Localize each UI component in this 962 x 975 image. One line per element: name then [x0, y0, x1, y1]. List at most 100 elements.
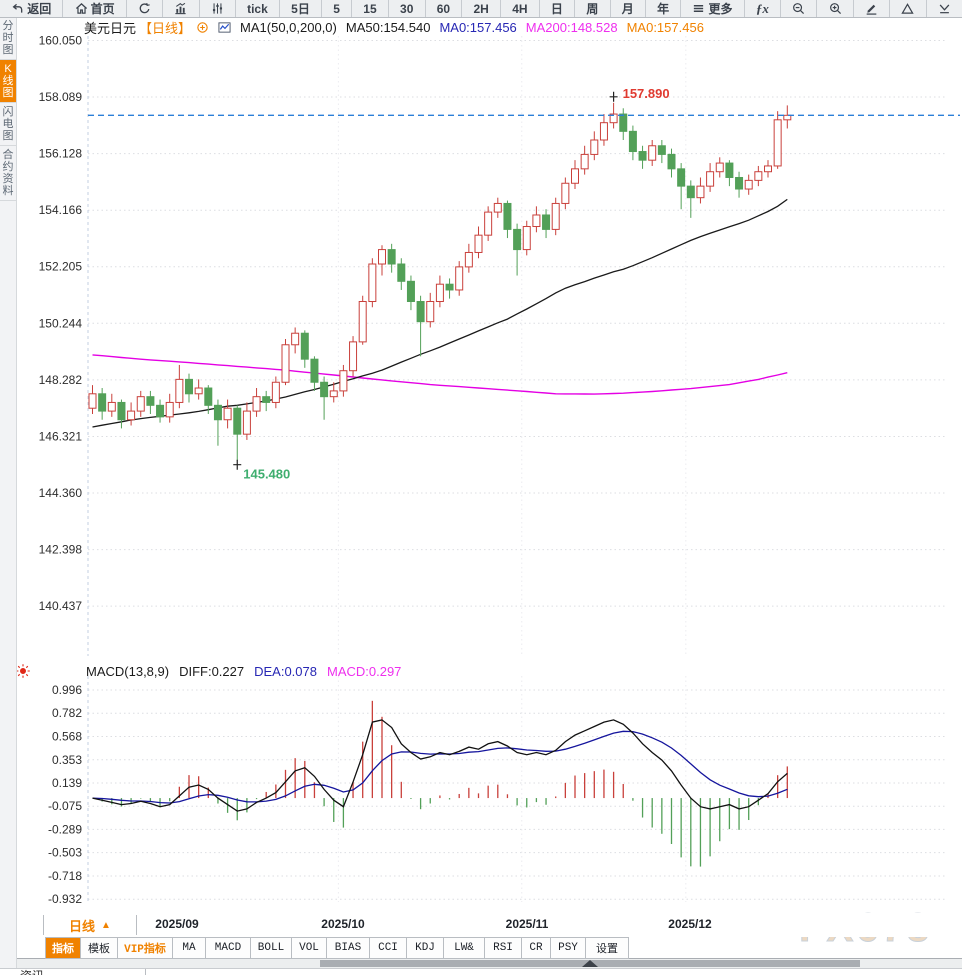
- indicator-button-LW&[interactable]: LW&: [444, 938, 485, 958]
- price-chart-header: 美元日元 【日线】 MA1(50,0,200,0) MA50:154.540 M…: [84, 19, 704, 36]
- indicator-button-PSY[interactable]: PSY: [551, 938, 586, 958]
- toolbar-tf-60-label: 60: [436, 1, 451, 16]
- indicator-button-VOL[interactable]: VOL: [292, 938, 327, 958]
- macd-gridlines: [87, 676, 946, 902]
- macd-value: MACD:0.297: [326, 664, 402, 679]
- tab-news[interactable]: 资讯: [0, 969, 146, 975]
- toolbar-tf-4h-button[interactable]: 4H: [501, 0, 540, 17]
- sidebar-item-char: 图: [2, 87, 14, 99]
- toolbar-tf-60-button[interactable]: 60: [426, 0, 463, 17]
- toolbar-formula-button[interactable]: ƒx: [745, 0, 782, 17]
- toolbar-tf-4h-label: 4H: [512, 1, 528, 16]
- macd-title: MACD(13,8,9): [86, 664, 170, 679]
- add-indicator-icon[interactable]: [196, 21, 209, 34]
- chart-scrollbar-thumb[interactable]: [320, 960, 860, 967]
- toolbar-tf-15-label: 15: [363, 1, 377, 16]
- sidebar-item-char: 资: [2, 173, 14, 185]
- indicator-marker-icon[interactable]: [15, 663, 31, 679]
- toolbar-tf-week-button[interactable]: 周: [575, 0, 611, 17]
- indicator-button-设置[interactable]: 设置: [586, 938, 629, 958]
- toolbar-tf-day-button[interactable]: 日: [540, 0, 576, 17]
- toolbar-tf-30-button[interactable]: 30: [389, 0, 426, 17]
- price-axis-labels: 160.050 158.089 156.128 154.166 152.205 150.2…: [39, 34, 83, 614]
- ma200-line: [92, 354, 788, 395]
- sliders-icon: [211, 2, 224, 15]
- sidebar-item-char: 分: [2, 20, 14, 32]
- toolbar-tf-tick-button[interactable]: tick: [236, 0, 280, 17]
- toolbar-tf-year-label: 年: [657, 2, 670, 16]
- macd-dea-value: DEA:0.078: [254, 664, 317, 679]
- toolbar-draw-button[interactable]: [854, 0, 891, 17]
- toolbar-shape-triangle-button[interactable]: [890, 0, 927, 17]
- mini-chart-icon[interactable]: [218, 21, 231, 34]
- x-axis-label: 2025/12: [668, 917, 712, 931]
- sidebar-item-char: 图: [2, 130, 14, 142]
- sidebar-item-time-share-chart[interactable]: 分时图: [0, 17, 16, 60]
- svg-text:-0.503: -0.503: [48, 846, 82, 860]
- sidebar-item-lightning-chart[interactable]: 闪电图: [0, 103, 16, 146]
- x-axis-label: 2025/11: [505, 917, 549, 931]
- barchart-icon: [174, 2, 187, 15]
- x-axis-label: 2025/10: [321, 917, 365, 931]
- toolbar-formula-label: ƒx: [755, 0, 769, 16]
- home-icon: [75, 2, 88, 15]
- toolbar-refresh-button[interactable]: [127, 0, 164, 17]
- indicator-button-MACD[interactable]: MACD: [206, 938, 251, 958]
- toolbar-tf-15-button[interactable]: 15: [352, 0, 389, 17]
- macd-axis-labels: 0.996 0.782 0.568 0.353 0.139 -0.075 -0.289 -0.…: [48, 683, 82, 906]
- top-toolbar: 返回 首页 tick 5日 5 15 30 60 2H 4H 日 周 月 年 更多 ƒx: [0, 0, 962, 18]
- indicator-button-RSI[interactable]: RSI: [485, 938, 522, 958]
- svg-text:157.890: 157.890: [623, 86, 670, 101]
- candles-group: [88, 102, 792, 461]
- indicator-button-MA[interactable]: MA: [173, 938, 206, 958]
- toolbar-tf-month-button[interactable]: 月: [611, 0, 646, 17]
- toolbar-zoom-out-button[interactable]: [781, 0, 818, 17]
- svg-text:-0.718: -0.718: [48, 869, 82, 883]
- chart-scrollbar-track[interactable]: [16, 958, 962, 968]
- svg-text:0.996: 0.996: [52, 683, 82, 697]
- price-chart[interactable]: 160.050 158.089 156.128 154.166 152.205 150.2…: [16, 30, 962, 662]
- period-selector-button[interactable]: 日线 ▲: [43, 915, 137, 935]
- indicator-button-VIP指标[interactable]: VIP指标: [118, 938, 173, 958]
- toolbar-tf-5-button[interactable]: 5: [322, 0, 353, 17]
- toolbar-tf-year-button[interactable]: 年: [646, 0, 682, 17]
- indicator-toolbar: 指标 模板 VIP指标 MA MACD BOLL VOL BIAS CCI KDJ LW& RSI CR…: [45, 937, 629, 959]
- ma0-blue-value: MA0:157.456: [439, 19, 517, 35]
- sidebar-item-char: 图: [2, 44, 14, 56]
- toolbar-tf-5-label: 5: [333, 1, 340, 16]
- toolbar-home-button[interactable]: 首页: [63, 0, 127, 17]
- toolbar-tf-2h-button[interactable]: 2H: [462, 0, 502, 17]
- indicator-button-KDJ[interactable]: KDJ: [407, 938, 444, 958]
- indicator-button-BIAS[interactable]: BIAS: [327, 938, 370, 958]
- toolbar-zoom-in-button[interactable]: [817, 0, 854, 17]
- toolbar-collapse-button[interactable]: [927, 0, 962, 17]
- sidebar-item-contract-info[interactable]: 合约资料: [0, 146, 16, 201]
- dea-line: [92, 730, 788, 804]
- ma0-orange-value: MA0:157.456: [626, 19, 704, 35]
- toolbar-more-button[interactable]: 更多: [681, 0, 745, 17]
- toolbar-chart-stats-button[interactable]: [163, 0, 200, 17]
- indicator-button-指标[interactable]: 指标: [45, 938, 81, 958]
- ma50-value: MA50:154.540: [345, 19, 431, 35]
- indicator-button-模板[interactable]: 模板: [81, 938, 118, 958]
- diff-line: [92, 719, 788, 812]
- toolbar-back-label: 返回: [27, 2, 52, 16]
- price-gridlines: [87, 36, 946, 656]
- symbol-name: 美元日元: [84, 20, 137, 36]
- toolbar-back-button[interactable]: 返回: [0, 0, 64, 17]
- indicator-button-BOLL[interactable]: BOLL: [251, 938, 292, 958]
- toolbar-tf-5d-button[interactable]: 5日: [280, 0, 323, 17]
- indicator-button-CCI[interactable]: CCI: [370, 938, 407, 958]
- sidebar-item-char: 线: [2, 75, 14, 87]
- svg-text:160.050: 160.050: [39, 34, 83, 48]
- toolbar-more-label: 更多: [708, 2, 733, 16]
- period-tag: 【日线】: [139, 20, 192, 36]
- toolbar-indicator-params-button[interactable]: [200, 0, 236, 17]
- sidebar-item-char: 时: [2, 32, 14, 44]
- svg-text:154.166: 154.166: [39, 203, 83, 217]
- svg-text:146.321: 146.321: [39, 429, 83, 443]
- indicator-button-CR[interactable]: CR: [522, 938, 551, 958]
- macd-chart[interactable]: 0.996 0.782 0.568 0.353 0.139 -0.075 -0.289 -0.…: [16, 662, 962, 910]
